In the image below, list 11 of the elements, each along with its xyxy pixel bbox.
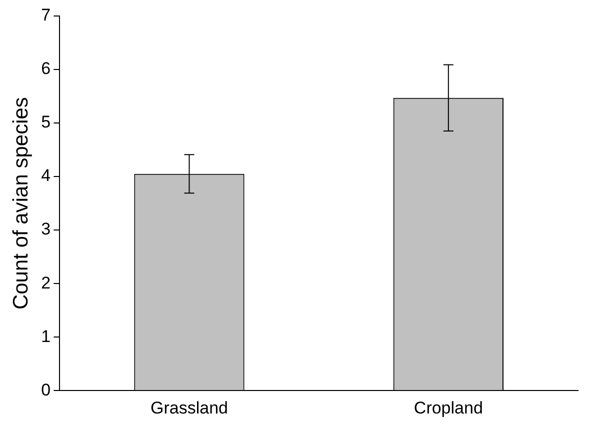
y-tick-label: 1: [41, 326, 51, 346]
x-tick-label: Cropland: [414, 398, 483, 418]
y-axis-title: Count of avian species: [9, 97, 32, 310]
y-tick-label: 0: [41, 380, 51, 400]
x-tick-label: Grassland: [150, 398, 228, 418]
y-tick-label: 2: [41, 273, 51, 292]
y-tick-label: 4: [41, 166, 51, 186]
y-tick-label: 5: [41, 112, 51, 132]
y-tick-label: 3: [41, 220, 51, 239]
y-tick-label: 7: [41, 6, 51, 25]
y-tick-label: 6: [41, 59, 51, 78]
